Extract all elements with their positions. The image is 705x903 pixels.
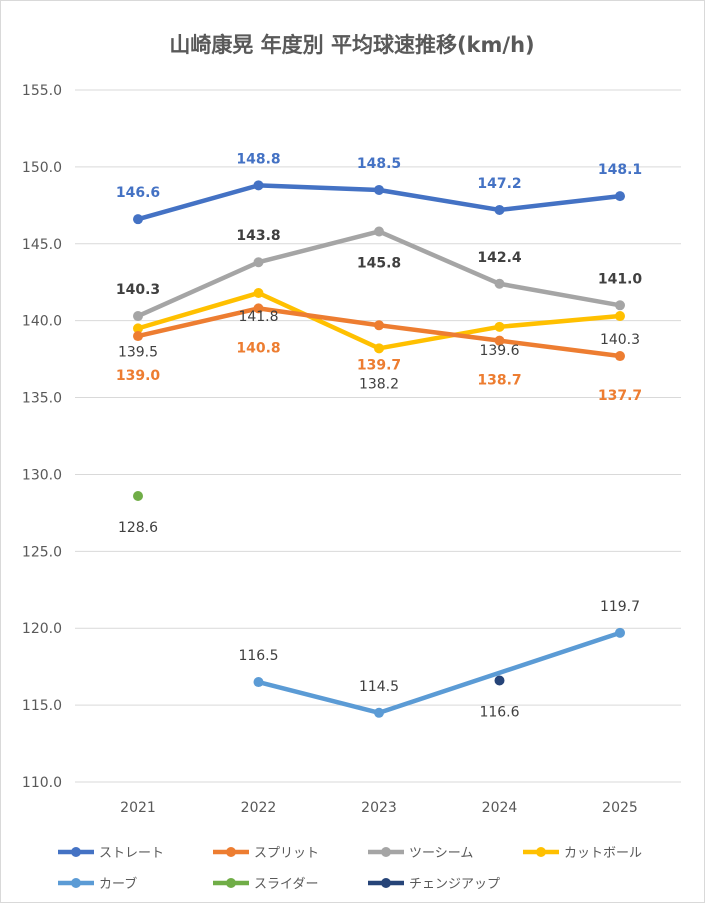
data-point	[494, 278, 505, 289]
y-tick-label: 110.0	[22, 775, 62, 791]
data-label: 138.7	[477, 373, 521, 389]
data-point	[133, 490, 143, 501]
y-tick-label: 125.0	[22, 544, 62, 560]
data-label: 140.3	[116, 282, 160, 298]
data-point	[253, 180, 264, 191]
legend-marker	[381, 878, 391, 888]
x-tick-label: 2025	[602, 800, 638, 816]
legend-marker	[71, 847, 81, 857]
legend-entry: ツーシーム	[409, 846, 473, 861]
data-point	[494, 321, 505, 332]
data-label: 139.0	[116, 368, 161, 384]
y-tick-label: 150.0	[22, 160, 62, 176]
data-label: 138.2	[359, 376, 399, 392]
chart-title: 山崎康晃 年度別 平均球速推移(km/h)	[169, 33, 534, 57]
data-point	[615, 627, 625, 638]
data-point	[374, 226, 384, 237]
data-point	[374, 320, 384, 331]
data-point	[615, 311, 625, 322]
series-line-4	[257, 630, 621, 716]
legend-marker	[226, 847, 236, 857]
legend-entry: スライダー	[254, 877, 318, 892]
legend-marker	[381, 847, 391, 857]
x-tick-label: 2021	[120, 800, 156, 816]
data-point	[615, 191, 625, 202]
legend-marker	[71, 878, 81, 888]
data-point	[615, 351, 625, 362]
data-point	[133, 323, 143, 334]
data-label: 137.7	[598, 388, 642, 404]
data-label: 128.6	[118, 520, 158, 536]
y-tick-label: 145.0	[22, 237, 62, 253]
data-label: 140.8	[236, 340, 280, 356]
legend-marker	[536, 847, 546, 857]
data-label: 148.1	[598, 162, 642, 178]
y-tick-label: 120.0	[22, 621, 62, 637]
data-point	[253, 677, 264, 688]
data-label: 147.2	[477, 176, 521, 192]
data-label: 143.8	[236, 228, 280, 244]
data-point	[253, 303, 264, 314]
data-label: 119.7	[600, 599, 640, 615]
data-point	[253, 257, 264, 268]
data-point	[374, 184, 384, 195]
data-label: 139.5	[118, 344, 158, 360]
data-label: 116.5	[238, 648, 278, 664]
data-point	[133, 214, 143, 225]
data-label: 140.3	[600, 332, 640, 348]
y-tick-label: 135.0	[22, 391, 62, 407]
x-tick-label: 2022	[241, 800, 277, 816]
data-point	[133, 331, 143, 342]
data-point	[494, 335, 505, 346]
data-label: 139.6	[479, 343, 519, 359]
x-tick-label: 2023	[361, 800, 397, 816]
data-label: 114.5	[359, 679, 399, 695]
data-label: 141.8	[238, 309, 278, 325]
data-label: 148.8	[236, 151, 280, 167]
data-point	[133, 311, 143, 322]
y-tick-label: 140.0	[22, 314, 62, 330]
data-point	[253, 287, 264, 298]
data-label: 142.4	[477, 250, 522, 266]
data-point	[494, 675, 505, 686]
y-tick-label: 115.0	[22, 698, 62, 714]
data-point	[494, 204, 505, 215]
data-label: 141.0	[598, 271, 643, 287]
data-label: 145.8	[357, 255, 401, 271]
legend-entry: チェンジアップ	[409, 877, 500, 892]
data-point	[374, 343, 384, 354]
y-tick-label: 155.0	[22, 83, 62, 99]
legend-entry: ストレート	[99, 846, 164, 861]
data-label: 148.5	[357, 156, 401, 172]
y-tick-label: 130.0	[22, 467, 62, 483]
legend-entry: カーブ	[99, 876, 137, 892]
legend-entry: スプリット	[254, 846, 319, 861]
data-label: 116.6	[479, 705, 519, 721]
data-label: 139.7	[357, 357, 401, 373]
legend-entry: カットボール	[564, 846, 642, 861]
x-tick-label: 2024	[482, 800, 518, 816]
data-point	[615, 300, 625, 311]
data-label: 146.6	[116, 185, 160, 201]
data-point	[374, 707, 384, 718]
legend-marker	[226, 878, 236, 888]
